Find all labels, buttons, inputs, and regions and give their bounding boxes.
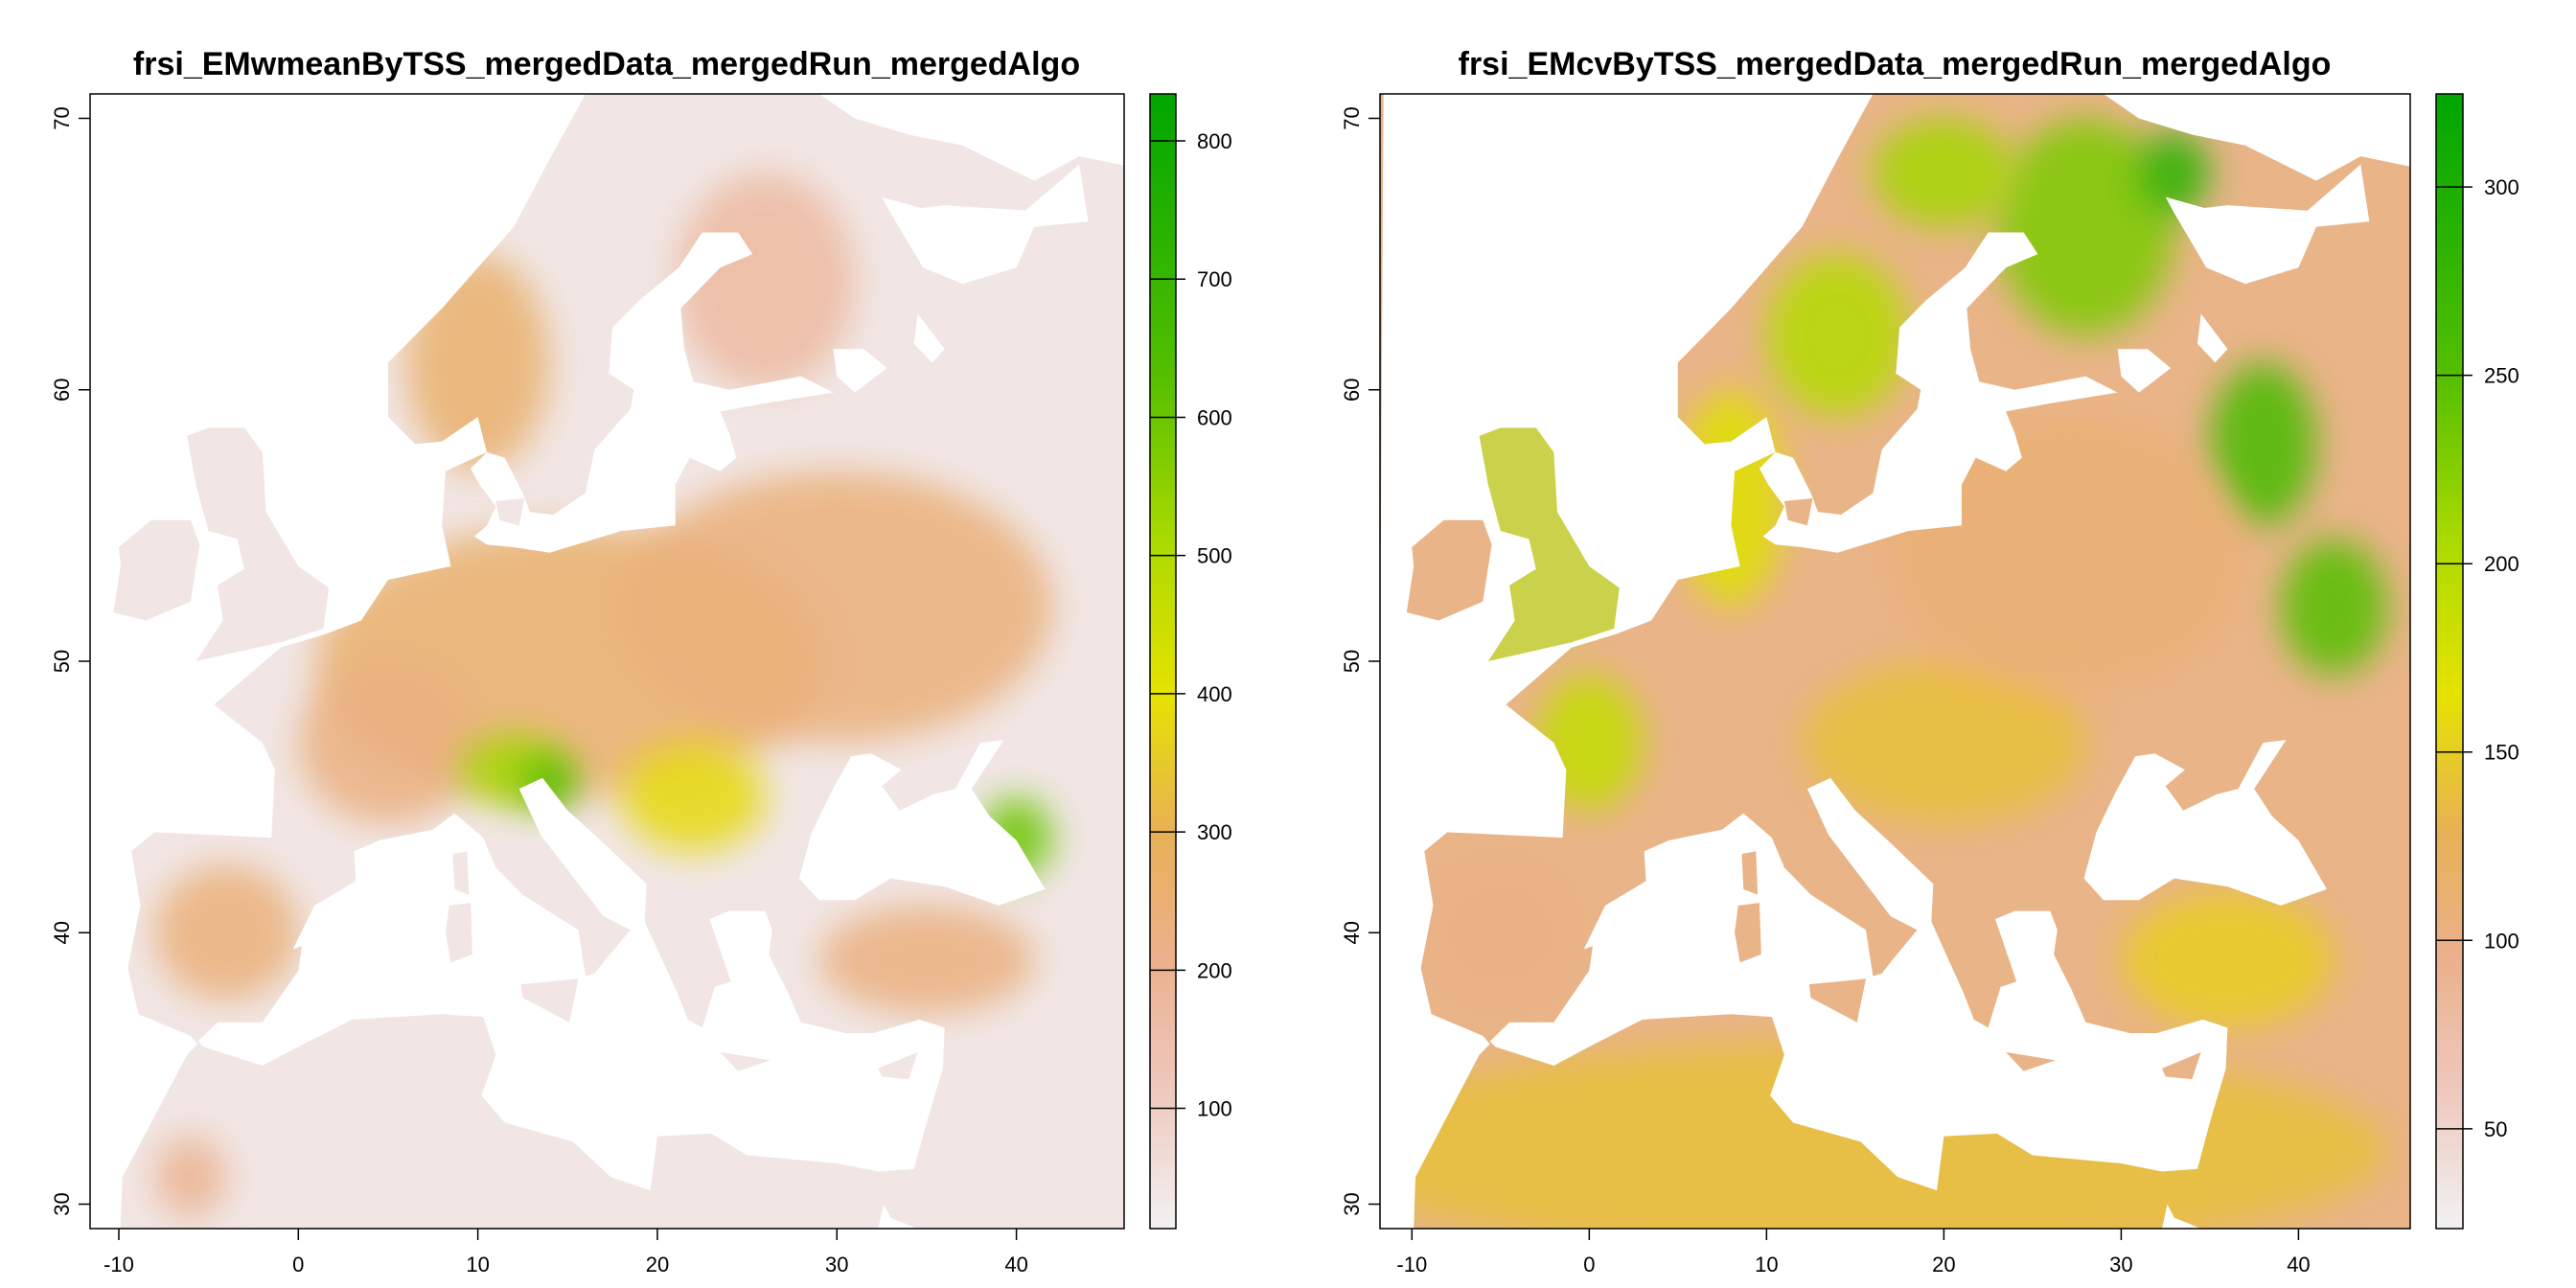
sea-ladoga — [833, 349, 887, 393]
x-tick-label: 10 — [1755, 1253, 1778, 1276]
island-sicily — [1808, 978, 1866, 1023]
island-sardinia — [1735, 903, 1761, 963]
sea-onega — [2197, 313, 2228, 363]
raster-patch — [675, 172, 856, 390]
sea-onega — [913, 313, 945, 363]
sea-black — [2083, 740, 2327, 906]
sea-suez — [2162, 1204, 2201, 1229]
map-panel-2: frsi_EMcvByTSS_mergedData_mergedRun_merg… — [1340, 46, 2519, 1276]
x-tick-label: 40 — [2287, 1253, 2310, 1276]
sea-white — [2165, 164, 2370, 285]
x-tick-label: 0 — [292, 1253, 304, 1276]
raster-area — [90, 94, 1124, 1229]
x-tick-label: -10 — [104, 1253, 134, 1276]
raster-patch — [2121, 891, 2334, 1028]
sea-baltic — [471, 232, 834, 553]
y-tick-label: 40 — [50, 921, 74, 944]
island-ireland — [1406, 519, 1492, 621]
sea-baltic — [1760, 232, 2118, 553]
colorbar-tick-label: 400 — [1197, 682, 1232, 706]
island-crete — [2006, 1051, 2056, 1071]
y-tick-label: 70 — [50, 106, 74, 129]
colorbar — [1149, 93, 1177, 1230]
x-tick-label: 30 — [825, 1253, 848, 1276]
raster-patch — [1766, 254, 1909, 418]
x-tick-label: 40 — [1004, 1253, 1027, 1276]
y-tick-label: 30 — [1340, 1192, 1364, 1215]
island-sicily — [520, 978, 579, 1023]
island-cyprus — [878, 1051, 918, 1080]
colorbar — [2435, 93, 2464, 1230]
sea-barents — [818, 94, 1124, 181]
raster-patch — [1996, 118, 2174, 336]
raster-patch — [621, 742, 766, 852]
sea-ladoga — [2117, 349, 2172, 393]
colorbar-tick-label: 250 — [2484, 364, 2519, 388]
raster-patch — [1890, 417, 2245, 689]
island-sardinia — [445, 903, 472, 963]
colorbar-tick-label: 200 — [2484, 552, 2519, 576]
chart-title: frsi_EMcvByTSS_mergedData_mergedRun_merg… — [1459, 46, 2332, 82]
raster-patch — [2138, 131, 2210, 214]
island-crete — [720, 1051, 770, 1071]
island-cyprus — [2162, 1051, 2201, 1080]
raster-patch — [1873, 118, 2015, 227]
y-tick-label: 70 — [1340, 106, 1364, 129]
sea-black — [798, 740, 1046, 906]
raster-patch — [2280, 539, 2387, 676]
colorbar-tick-label: 150 — [2484, 741, 2519, 765]
colorbar-tick-label: 800 — [1197, 129, 1232, 153]
x-tick-label: 20 — [646, 1253, 669, 1276]
sea-suez — [878, 1204, 918, 1229]
y-tick-label: 30 — [50, 1192, 74, 1215]
raster-patch — [154, 864, 299, 1001]
colorbar-tick-label: 700 — [1197, 267, 1232, 291]
island-zealand — [495, 498, 525, 526]
raster-patch — [1802, 661, 2086, 824]
x-tick-label: 30 — [2109, 1253, 2132, 1276]
y-tick-label: 40 — [1340, 921, 1364, 944]
raster-patch — [298, 661, 478, 824]
colorbar-tick-label: 500 — [1197, 544, 1232, 568]
island-corsica — [452, 851, 470, 895]
raster-patch — [1429, 864, 1572, 1001]
colorbar-tick-label: 50 — [2484, 1117, 2507, 1141]
y-tick-label: 50 — [50, 650, 74, 673]
y-tick-label: 50 — [1340, 650, 1364, 673]
island-ireland — [113, 519, 200, 621]
sea-white — [882, 164, 1089, 285]
colorbar-tick-label: 300 — [2484, 175, 2519, 199]
map-panel-1: frsi_EMwmeanByTSS_mergedData_mergedRun_m… — [50, 46, 1232, 1276]
raster-patch — [2209, 362, 2316, 526]
colorbar-tick-label: 100 — [1197, 1097, 1232, 1121]
x-tick-label: -10 — [1396, 1253, 1427, 1276]
raster-patch — [621, 471, 1053, 743]
raster-patch — [154, 1136, 227, 1218]
x-tick-label: 20 — [1932, 1253, 1955, 1276]
sea-atlantic — [1380, 94, 1874, 1229]
y-tick-label: 60 — [1340, 379, 1364, 402]
colorbar-tick-label: 300 — [1197, 820, 1232, 844]
x-tick-label: 0 — [1583, 1253, 1595, 1276]
chart-title: frsi_EMwmeanByTSS_mergedData_mergedRun_m… — [133, 46, 1080, 82]
y-tick-label: 60 — [50, 379, 74, 402]
raster-area — [1380, 94, 2410, 1229]
sea-barents — [2103, 94, 2410, 181]
colorbar-tick-label: 200 — [1197, 958, 1232, 982]
x-tick-label: 10 — [466, 1253, 489, 1276]
colorbar-tick-label: 100 — [2484, 929, 2519, 953]
island-britain — [1479, 427, 1620, 661]
island-zealand — [1783, 498, 1813, 526]
raster-patch — [818, 905, 1035, 1015]
sea-atlantic — [90, 94, 586, 1229]
colorbar-tick-label: 600 — [1197, 405, 1232, 429]
island-britain — [187, 427, 330, 661]
island-corsica — [1741, 851, 1759, 895]
